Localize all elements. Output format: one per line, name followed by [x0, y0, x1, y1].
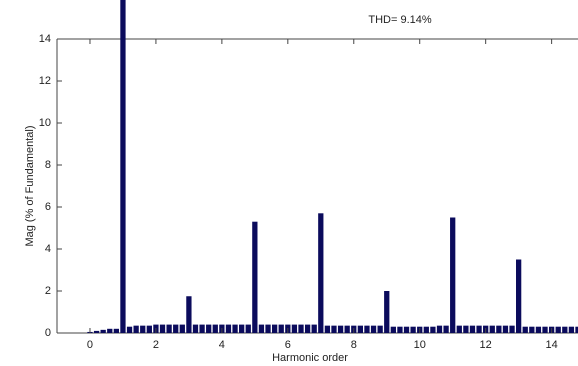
bar — [206, 324, 212, 333]
bar — [186, 296, 192, 333]
bar — [344, 325, 350, 333]
bar — [337, 325, 344, 333]
bar — [192, 324, 199, 333]
bar — [199, 324, 205, 333]
bar — [364, 325, 370, 333]
y-tick-label: 10 — [39, 117, 51, 129]
bar — [542, 326, 548, 333]
bar — [258, 324, 265, 333]
y-tick-label: 2 — [45, 285, 51, 297]
bar — [324, 325, 331, 333]
bar — [522, 326, 528, 333]
bar — [100, 329, 106, 333]
bar — [430, 326, 436, 333]
bar — [463, 325, 469, 333]
bar — [140, 325, 146, 333]
bar — [555, 326, 561, 333]
bar — [509, 325, 515, 333]
bar — [502, 325, 509, 333]
bar — [403, 326, 410, 333]
bar — [562, 326, 568, 333]
y-tick-label: 0 — [45, 327, 51, 339]
bar — [318, 213, 324, 333]
bar — [107, 328, 113, 333]
chart-title: THD= 9.14% — [368, 14, 431, 26]
y-tick-label: 8 — [45, 159, 51, 171]
bar — [489, 325, 495, 333]
x-tick-label: 0 — [87, 339, 93, 351]
bar — [384, 291, 390, 333]
x-tick-label: 4 — [219, 339, 225, 351]
y-axis-label: Mag (% of Fundamental) — [24, 125, 36, 246]
bar — [126, 326, 133, 333]
bar — [225, 324, 232, 333]
y-tick-label: 6 — [45, 201, 51, 213]
bar — [159, 324, 166, 333]
y-tick-label: 4 — [45, 243, 51, 255]
bar — [397, 326, 403, 333]
bar — [173, 324, 179, 333]
bar — [311, 324, 317, 333]
bar — [271, 324, 278, 333]
bar — [450, 217, 456, 333]
bar — [120, 0, 126, 333]
bar — [357, 325, 364, 333]
x-tick-label: 2 — [153, 339, 159, 351]
x-axis-label: Harmonic order — [272, 352, 348, 364]
bar — [529, 326, 535, 333]
x-tick-label: 14 — [545, 339, 557, 351]
bar — [377, 325, 383, 333]
bar — [291, 324, 298, 333]
bar — [476, 325, 482, 333]
bar — [370, 325, 377, 333]
bar — [166, 324, 172, 333]
y-tick-label: 12 — [39, 75, 51, 87]
bar — [239, 324, 245, 333]
bar — [252, 221, 258, 333]
bar — [469, 325, 476, 333]
bar — [456, 325, 462, 333]
bar — [443, 325, 449, 333]
bar — [179, 324, 185, 333]
bars — [87, 0, 578, 333]
bar — [278, 324, 284, 333]
x-tick-label: 12 — [480, 339, 492, 351]
x-tick-label: 8 — [351, 339, 357, 351]
x-tick-label: 6 — [285, 339, 291, 351]
bar — [232, 324, 238, 333]
bar — [245, 324, 251, 333]
bar — [568, 326, 575, 333]
bar — [423, 326, 429, 333]
bar — [516, 259, 522, 333]
bar — [93, 330, 100, 333]
bar — [496, 325, 502, 333]
bar — [436, 325, 443, 333]
bar — [390, 326, 396, 333]
bar — [265, 324, 271, 333]
bar — [535, 326, 542, 333]
bar — [410, 326, 416, 333]
bar — [133, 325, 139, 333]
bar — [575, 326, 578, 333]
bar — [298, 324, 304, 333]
bar — [304, 324, 311, 333]
x-tick-label: 10 — [414, 339, 426, 351]
y-tick-label: 14 — [39, 33, 51, 45]
bar — [146, 325, 152, 333]
bar — [331, 325, 337, 333]
bar — [212, 324, 218, 333]
bar — [113, 328, 119, 333]
